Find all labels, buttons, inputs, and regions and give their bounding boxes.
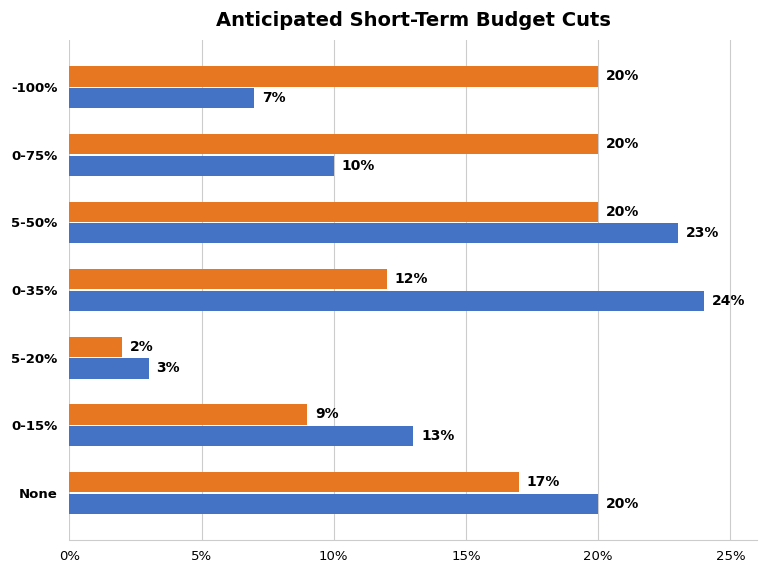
Text: 20%: 20% [606,137,640,151]
Text: 7%: 7% [263,91,286,105]
Bar [69,472,519,492]
Text: 9%: 9% [315,408,339,421]
Bar [69,269,386,289]
Text: 12%: 12% [395,272,428,286]
Text: 3%: 3% [157,362,180,375]
Bar [69,404,307,425]
Bar [69,156,334,176]
Text: 20%: 20% [606,69,640,83]
Title: Anticipated Short-Term Budget Cuts: Anticipated Short-Term Budget Cuts [216,11,611,30]
Text: 23%: 23% [686,226,719,241]
Text: 24%: 24% [712,294,746,308]
Text: 20%: 20% [606,497,640,511]
Text: 13%: 13% [421,429,455,443]
Text: 10%: 10% [342,159,375,173]
Bar [69,494,598,514]
Bar [69,426,413,446]
Bar [69,67,598,87]
Text: 17%: 17% [527,475,560,489]
Bar [69,201,598,222]
Bar [69,291,704,311]
Bar [69,134,598,154]
Bar [69,337,122,357]
Text: 20%: 20% [606,205,640,219]
Bar [69,88,254,108]
Bar [69,358,149,379]
Text: 2%: 2% [130,340,154,354]
Bar [69,223,677,243]
